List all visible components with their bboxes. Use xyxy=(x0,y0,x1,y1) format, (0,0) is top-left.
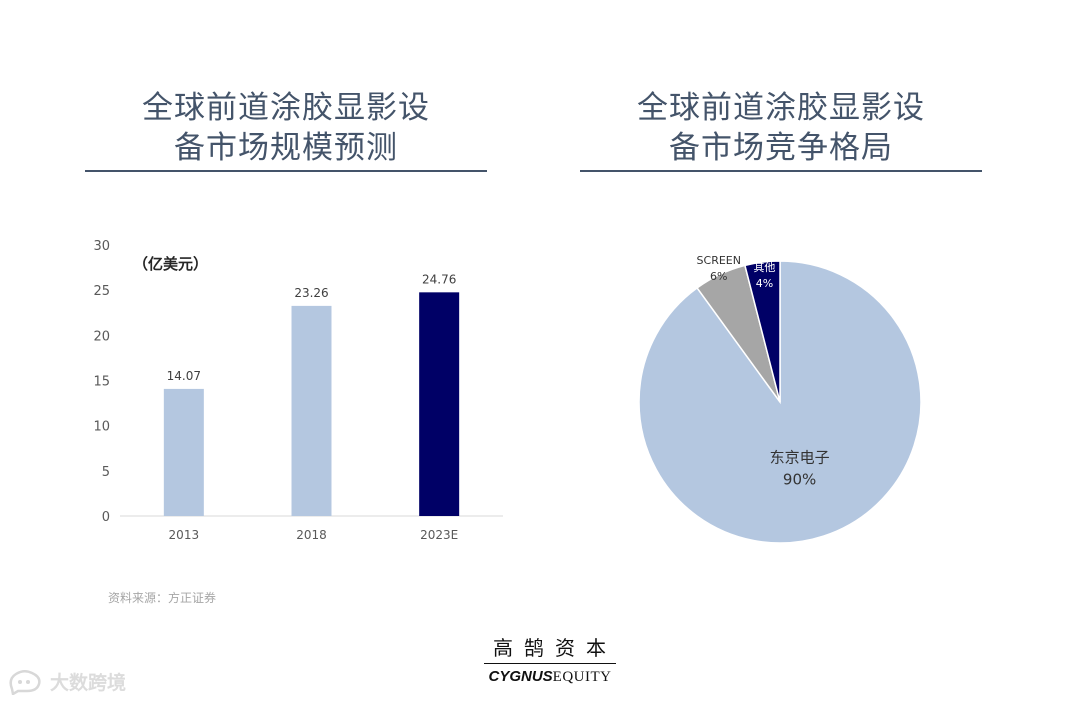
y-tick-label: 20 xyxy=(93,329,110,344)
bar-data-label: 24.76 xyxy=(422,272,456,286)
y-tick-label: 15 xyxy=(93,375,110,390)
y-tick-label: 0 xyxy=(102,510,110,525)
bar-2018 xyxy=(291,305,332,516)
pie-slice-percent: 90% xyxy=(783,470,816,488)
pie-slice-name: SCREEN xyxy=(697,254,741,267)
logo-english-bold: CYGNUS xyxy=(488,668,553,685)
source-note: 资料来源：方正证券 xyxy=(108,591,217,605)
bar-chart-title: 全球前道涂胶显影设 备市场规模预测 xyxy=(142,90,430,166)
pie-slice-name: 其他 xyxy=(753,261,775,274)
y-tick-label: 25 xyxy=(93,284,110,299)
watermark-text: 大数跨境 xyxy=(50,672,127,694)
bar-data-label: 14.07 xyxy=(167,369,201,383)
logo-english-serif: EQUITY xyxy=(552,669,612,685)
brand-logo: 高鹄资本 CYGNUSEQUITY xyxy=(480,632,620,686)
logo-english-name: CYGNUSEQUITY xyxy=(480,667,620,686)
x-tick-label: 2023E xyxy=(420,528,458,542)
bar-chart-title-rule xyxy=(85,170,487,172)
x-tick-label: 2013 xyxy=(169,528,200,542)
bar-data-label: 23.26 xyxy=(294,286,328,300)
logo-chinese-name: 高鹄资本 xyxy=(493,636,617,660)
pie-slice-name: 东京电子 xyxy=(770,448,830,466)
bar-unit-label: （亿美元） xyxy=(133,255,208,273)
pie-chart-title: 全球前道涂胶显影设 备市场竞争格局 xyxy=(637,90,925,166)
watermark-bubble-icon xyxy=(9,669,41,695)
pie-slice-其他 xyxy=(744,260,781,403)
pie-slice-percent: 4% xyxy=(756,277,773,290)
pie-slice-percent: 6% xyxy=(710,270,727,283)
pie-chart-title-rule xyxy=(580,170,982,172)
watermark: 大数跨境 xyxy=(8,668,126,695)
bar-2023E xyxy=(419,292,460,516)
logo-divider xyxy=(484,663,616,664)
y-tick-label: 30 xyxy=(93,239,110,254)
bar-2013 xyxy=(163,388,204,516)
y-tick-label: 5 xyxy=(102,465,110,480)
x-tick-label: 2018 xyxy=(296,528,327,542)
y-tick-label: 10 xyxy=(93,420,110,435)
